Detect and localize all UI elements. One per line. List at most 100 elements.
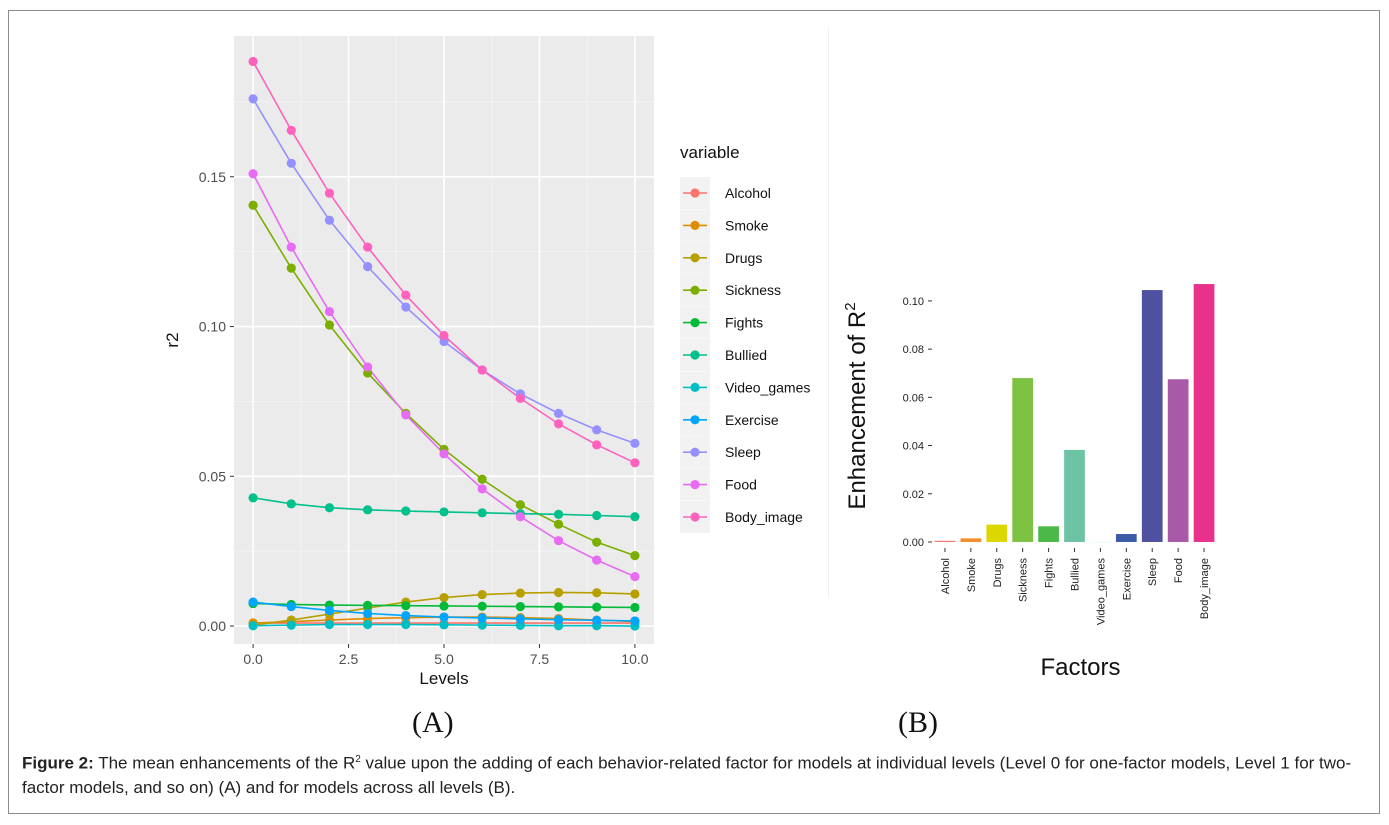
legend-key-point-sleep xyxy=(690,447,700,457)
y-tick-label: 0.00 xyxy=(903,537,924,549)
data-point-bullied xyxy=(592,510,602,521)
data-point-food xyxy=(592,555,602,565)
data-point-sleep xyxy=(553,408,564,418)
x-tick-label-sickness: Sickness xyxy=(1018,558,1030,603)
data-point-body-image xyxy=(553,419,564,429)
bar-alcohol xyxy=(934,540,956,542)
x-tick-label: 10.0 xyxy=(621,651,648,667)
y-tick-label: 0.02 xyxy=(903,489,924,501)
y-axis-label: r2 xyxy=(163,332,182,347)
data-point-video-games xyxy=(248,621,258,631)
data-point-sickness xyxy=(553,519,564,529)
data-point-sleep xyxy=(630,438,640,448)
data-point-drugs xyxy=(592,588,602,598)
data-point-fights xyxy=(439,601,449,611)
data-point-video-games xyxy=(286,620,296,630)
legend-label-alcohol: Alcohol xyxy=(725,185,771,201)
legend-key-point-bullied xyxy=(690,350,700,360)
data-point-exercise xyxy=(286,601,296,612)
data-point-fights xyxy=(363,600,373,610)
data-point-exercise xyxy=(553,615,564,625)
x-tick-label-drugs: Drugs xyxy=(992,558,1004,588)
data-point-body-image xyxy=(248,56,258,67)
y-axis-label-text: Enhancement of R xyxy=(844,311,871,510)
legend-label-sleep: Sleep xyxy=(725,444,761,460)
legend-key-point-sickness xyxy=(690,285,700,295)
y-tick-label: 0.08 xyxy=(903,344,924,356)
data-point-fights xyxy=(515,601,525,612)
data-point-body-image xyxy=(439,330,449,341)
data-point-fights xyxy=(401,601,411,611)
x-tick-label-alcohol: Alcohol xyxy=(940,558,952,594)
panel-label-b: (B) xyxy=(898,706,938,739)
data-point-bullied xyxy=(324,503,335,513)
bar-sickness xyxy=(1012,378,1034,542)
data-point-sickness xyxy=(248,200,258,210)
y-tick-label: 0.00 xyxy=(199,618,226,634)
data-point-bullied xyxy=(630,512,640,522)
data-point-video-games xyxy=(477,620,487,630)
data-point-bullied xyxy=(248,493,258,503)
y-tick-label: 0.06 xyxy=(903,392,924,404)
data-point-drugs xyxy=(477,589,487,600)
data-point-body-image xyxy=(592,440,602,450)
data-point-exercise xyxy=(363,608,373,619)
data-point-food xyxy=(286,242,296,252)
y-tick-label: 0.04 xyxy=(903,441,924,453)
data-point-fights xyxy=(553,602,564,612)
data-point-fights xyxy=(477,601,487,611)
data-point-sleep xyxy=(592,425,602,435)
data-point-bullied xyxy=(363,505,373,515)
x-axis-label: Factors xyxy=(1040,654,1120,681)
y-tick-label: 0.10 xyxy=(199,319,226,335)
data-point-bullied xyxy=(477,508,487,518)
bar-chart: 0.00 0.02 0.04 0.06 0.08 0.10 Alcohol Smoke Drug… xyxy=(842,284,1215,681)
data-point-exercise xyxy=(477,613,487,623)
data-point-exercise xyxy=(324,605,335,616)
data-point-sickness xyxy=(630,551,640,561)
data-point-sickness xyxy=(592,537,602,547)
data-point-video-games xyxy=(439,620,449,630)
legend-key-point-fights xyxy=(690,318,700,328)
bar-fights xyxy=(1038,526,1059,542)
legend-label-fights: Fights xyxy=(725,315,763,331)
x-tick-label-exercise: Exercise xyxy=(1121,558,1133,600)
data-point-sleep xyxy=(401,302,411,312)
data-point-food xyxy=(630,572,640,582)
panel-label-a: (A) xyxy=(412,706,454,739)
data-point-food xyxy=(363,362,373,372)
data-point-food xyxy=(515,512,525,522)
x-tick-label-sleep: Sleep xyxy=(1147,558,1159,586)
data-point-bullied xyxy=(553,509,564,519)
data-point-food xyxy=(248,169,258,179)
caption-text-2: value upon the adding of each behavior-r… xyxy=(22,753,1352,797)
data-point-body-image xyxy=(630,458,640,468)
data-point-sleep xyxy=(363,262,373,272)
data-point-body-image xyxy=(363,242,373,252)
data-point-video-games xyxy=(515,620,525,631)
x-tick-label-body-image: Body_image xyxy=(1199,558,1211,619)
data-point-sickness xyxy=(477,474,487,484)
bar-body-image xyxy=(1193,284,1215,542)
caption-text-1: The mean enhancements of the R xyxy=(93,753,356,773)
data-point-exercise xyxy=(630,616,640,626)
data-point-video-games xyxy=(324,619,335,630)
data-point-sickness xyxy=(286,263,296,273)
legend-label-body-image: Body_image xyxy=(725,509,803,525)
data-point-drugs xyxy=(630,589,640,599)
legend-key-point-alcohol xyxy=(690,188,700,198)
line-chart: 0.0 2.5 5.0 7.5 10.0 0.00 0.05 0.10 0.15 Levels r2… xyxy=(163,36,810,688)
data-point-food xyxy=(401,410,411,420)
data-point-exercise xyxy=(439,612,449,622)
bar-food xyxy=(1167,379,1189,542)
legend-label-exercise: Exercise xyxy=(725,412,779,428)
data-point-food xyxy=(324,306,335,317)
data-point-drugs xyxy=(439,592,449,603)
y-tick-label: 0.05 xyxy=(199,468,226,484)
data-point-exercise xyxy=(401,610,411,621)
legend-key-point-video-games xyxy=(690,382,700,392)
legend-key-point-body-image xyxy=(690,512,700,522)
bar-bullied xyxy=(1064,449,1085,542)
x-tick-label: 7.5 xyxy=(530,651,550,667)
x-tick-label: 0.0 xyxy=(243,651,263,667)
